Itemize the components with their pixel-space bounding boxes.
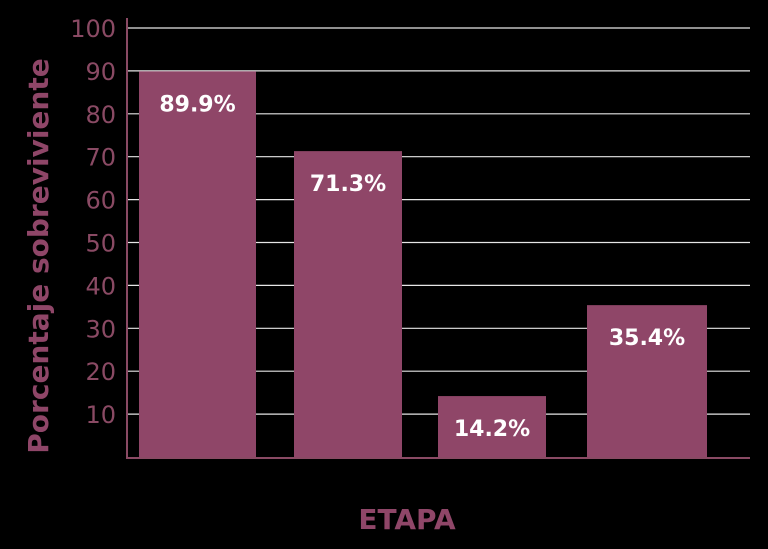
- bar-value-labels: 89.9% 71.3% 14.2% 35.4%: [159, 92, 685, 442]
- y-tick-label-90: 90: [85, 58, 116, 86]
- y-axis-title: Porcentaje sobreviviente: [22, 58, 55, 453]
- y-tick-labels: 10 20 30 40 50 60 70 80 90 100: [70, 15, 116, 429]
- x-axis-title: ETAPA: [358, 503, 456, 536]
- bars: [139, 71, 707, 458]
- bar-value-label-2: 71.3%: [310, 172, 386, 197]
- bar-value-label-1: 89.9%: [159, 92, 235, 117]
- y-tick-label-40: 40: [85, 272, 116, 300]
- bar-value-label-3: 14.2%: [454, 417, 530, 442]
- bar-value-label-4: 35.4%: [609, 326, 685, 351]
- y-tick-label-100: 100: [70, 15, 116, 43]
- y-tick-label-50: 50: [85, 230, 116, 258]
- y-tick-label-30: 30: [85, 315, 116, 343]
- bar-3: [438, 396, 546, 457]
- y-tick-label-60: 60: [85, 187, 116, 215]
- y-tick-label-80: 80: [85, 101, 116, 129]
- bar-1: [139, 71, 256, 457]
- y-tick-label-70: 70: [85, 144, 116, 172]
- y-tick-label-10: 10: [85, 401, 116, 429]
- bar-4: [587, 305, 707, 457]
- bar-2: [294, 151, 402, 458]
- y-tick-label-20: 20: [85, 358, 116, 386]
